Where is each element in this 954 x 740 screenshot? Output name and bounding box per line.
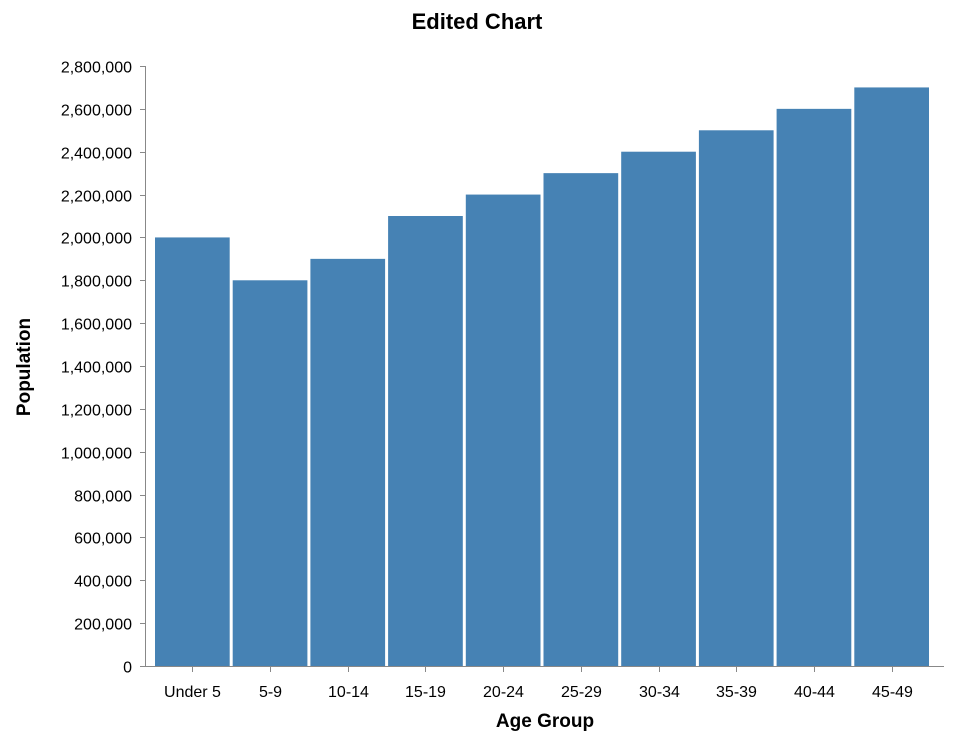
- y-tick-label: 0: [123, 660, 132, 677]
- y-tick-label: 2,800,000: [61, 60, 132, 77]
- x-tick-label: Under 5: [164, 684, 221, 701]
- y-tick-label: 1,000,000: [61, 446, 132, 463]
- bar-15-19: [388, 216, 463, 666]
- chart-title: Edited Chart: [412, 9, 543, 34]
- bar-10-14: [310, 258, 386, 666]
- bar-25-29: [543, 173, 619, 666]
- y-tick-label: 1,800,000: [61, 274, 132, 291]
- x-tick-label: 25-29: [561, 684, 602, 701]
- y-axis-title: Population: [14, 318, 35, 416]
- y-tick-label: 2,400,000: [61, 146, 132, 163]
- y-tick-label: 1,400,000: [61, 360, 132, 377]
- y-axis: 0 200,000 400,000 600,000 800,000 1,000,000 1,…: [61, 60, 146, 677]
- x-tick-label: 40-44: [794, 684, 835, 701]
- y-tick-label: 2,200,000: [61, 189, 132, 206]
- bar-45-49: [854, 87, 929, 667]
- y-tick-label: 1,200,000: [61, 403, 132, 420]
- y-tick-label: 2,000,000: [61, 231, 132, 248]
- x-tick-label: 45-49: [872, 684, 913, 701]
- y-tick-label: 600,000: [74, 531, 132, 548]
- bar-40-44: [776, 108, 852, 667]
- y-tick-label: 200,000: [74, 617, 132, 634]
- bar-5-9: [232, 280, 308, 666]
- x-axis: Under 5 5-9 10-14 15-19 20-24 25-29 30-34 35-39…: [145, 666, 944, 701]
- y-tick-label: 400,000: [74, 574, 132, 591]
- x-tick-label: 35-39: [716, 684, 757, 701]
- y-tick-label: 800,000: [74, 489, 132, 506]
- x-tick-label: 5-9: [259, 684, 282, 701]
- x-tick-label: 10-14: [328, 684, 369, 701]
- x-axis-title: Age Group: [496, 711, 594, 732]
- bar-35-39: [698, 130, 774, 667]
- bars-group: [155, 87, 929, 667]
- x-tick-label: 30-34: [639, 684, 680, 701]
- bar-20-24: [465, 194, 541, 666]
- y-tick-label: 2,600,000: [61, 103, 132, 120]
- bar-under-5: [155, 237, 230, 666]
- x-tick-label: 15-19: [405, 684, 446, 701]
- x-tick-label: 20-24: [483, 684, 524, 701]
- y-tick-label: 1,600,000: [61, 317, 132, 334]
- bar-30-34: [621, 151, 696, 666]
